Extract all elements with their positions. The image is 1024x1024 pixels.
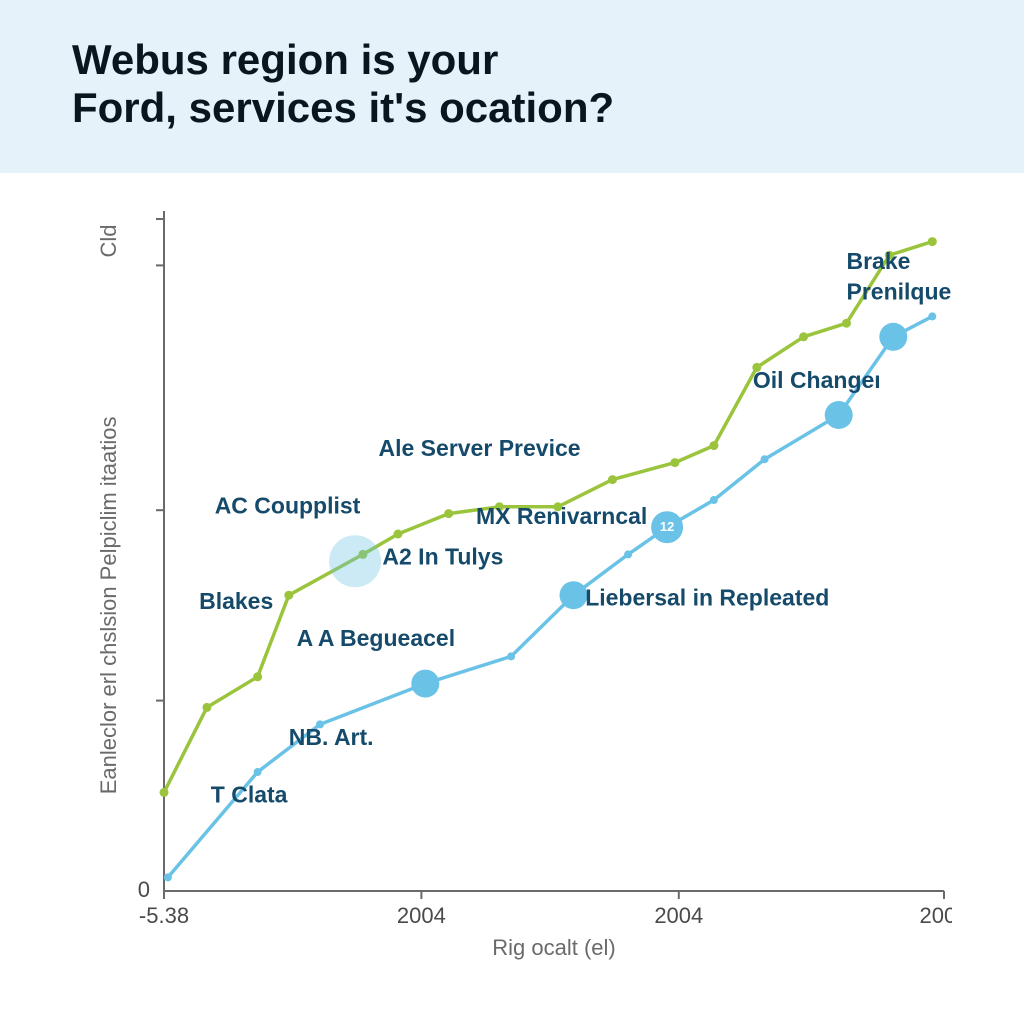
series-marker-green	[160, 787, 169, 796]
series-marker-green	[394, 529, 403, 538]
series-marker-blue	[928, 312, 936, 320]
big-marker: 12	[651, 511, 683, 543]
series-marker-green	[709, 441, 718, 450]
x-tick-label: -5.38	[139, 903, 189, 928]
chart-annotation: Brake	[847, 247, 911, 273]
series-marker-green	[253, 672, 262, 681]
chart-annotation: Prenilque	[847, 278, 952, 304]
series-marker-green	[608, 475, 617, 484]
series-marker-blue	[710, 496, 718, 504]
series-marker-green	[444, 509, 453, 518]
chart-annotation: Liebersal in Repleated	[585, 584, 829, 610]
y-zero-label: 0	[138, 877, 150, 902]
page-title: Webus region is your Ford, services it's…	[72, 36, 952, 133]
series-marker-blue	[507, 652, 515, 660]
chart-annotation: A A Begueacel	[297, 625, 456, 651]
svg-text:12: 12	[660, 519, 674, 534]
y-axis-label: Eanleclor erl chslsion Pelpiclim itaatio…	[96, 416, 121, 794]
series-marker-green	[284, 590, 293, 599]
x-tick-label: 2004	[397, 903, 446, 928]
title-line-2: Ford, services it's ocation?	[72, 84, 614, 131]
chart-annotation: Blakes	[199, 587, 273, 613]
y-axis-label-top: Cld	[96, 224, 121, 257]
chart-annotation: MX Renivarncal	[476, 502, 647, 528]
x-tick-label: 2006	[920, 903, 952, 928]
line-chart: 0-5.38 2004 2004 2006 Rig ocalt (el) Cld Eanle…	[72, 201, 952, 961]
series-marker-blue	[624, 550, 632, 558]
big-marker	[329, 535, 381, 587]
header-band: Webus region is your Ford, services it's…	[0, 0, 1024, 173]
x-tick-label: 2004	[654, 903, 703, 928]
series-marker-blue	[164, 873, 172, 881]
series-marker-blue	[254, 768, 262, 776]
series-marker-green	[799, 332, 808, 341]
big-marker	[879, 322, 907, 350]
big-marker	[560, 581, 588, 609]
chart-annotation: Ale Server Previce	[379, 434, 581, 460]
x-axis-label: Rig ocalt (el)	[492, 935, 615, 960]
series-marker-green	[670, 458, 679, 467]
title-line-1: Webus region is your	[72, 36, 498, 83]
series-marker-green	[842, 318, 851, 327]
chart-annotation: Oil Changeı	[753, 366, 881, 392]
chart-svg: 0-5.38 2004 2004 2006 Rig ocalt (el) Cld Eanle…	[72, 201, 952, 961]
series-marker-blue	[761, 455, 769, 463]
series-marker-green	[202, 702, 211, 711]
series-marker-green	[928, 237, 937, 246]
big-marker	[411, 669, 439, 697]
chart-annotation: NB. Art.	[289, 723, 374, 749]
chart-annotation: A2 In Tulys	[382, 543, 503, 569]
chart-annotation: AC Coupplist	[215, 492, 361, 518]
chart-annotation: T Clata	[211, 781, 288, 807]
big-marker	[825, 401, 853, 429]
